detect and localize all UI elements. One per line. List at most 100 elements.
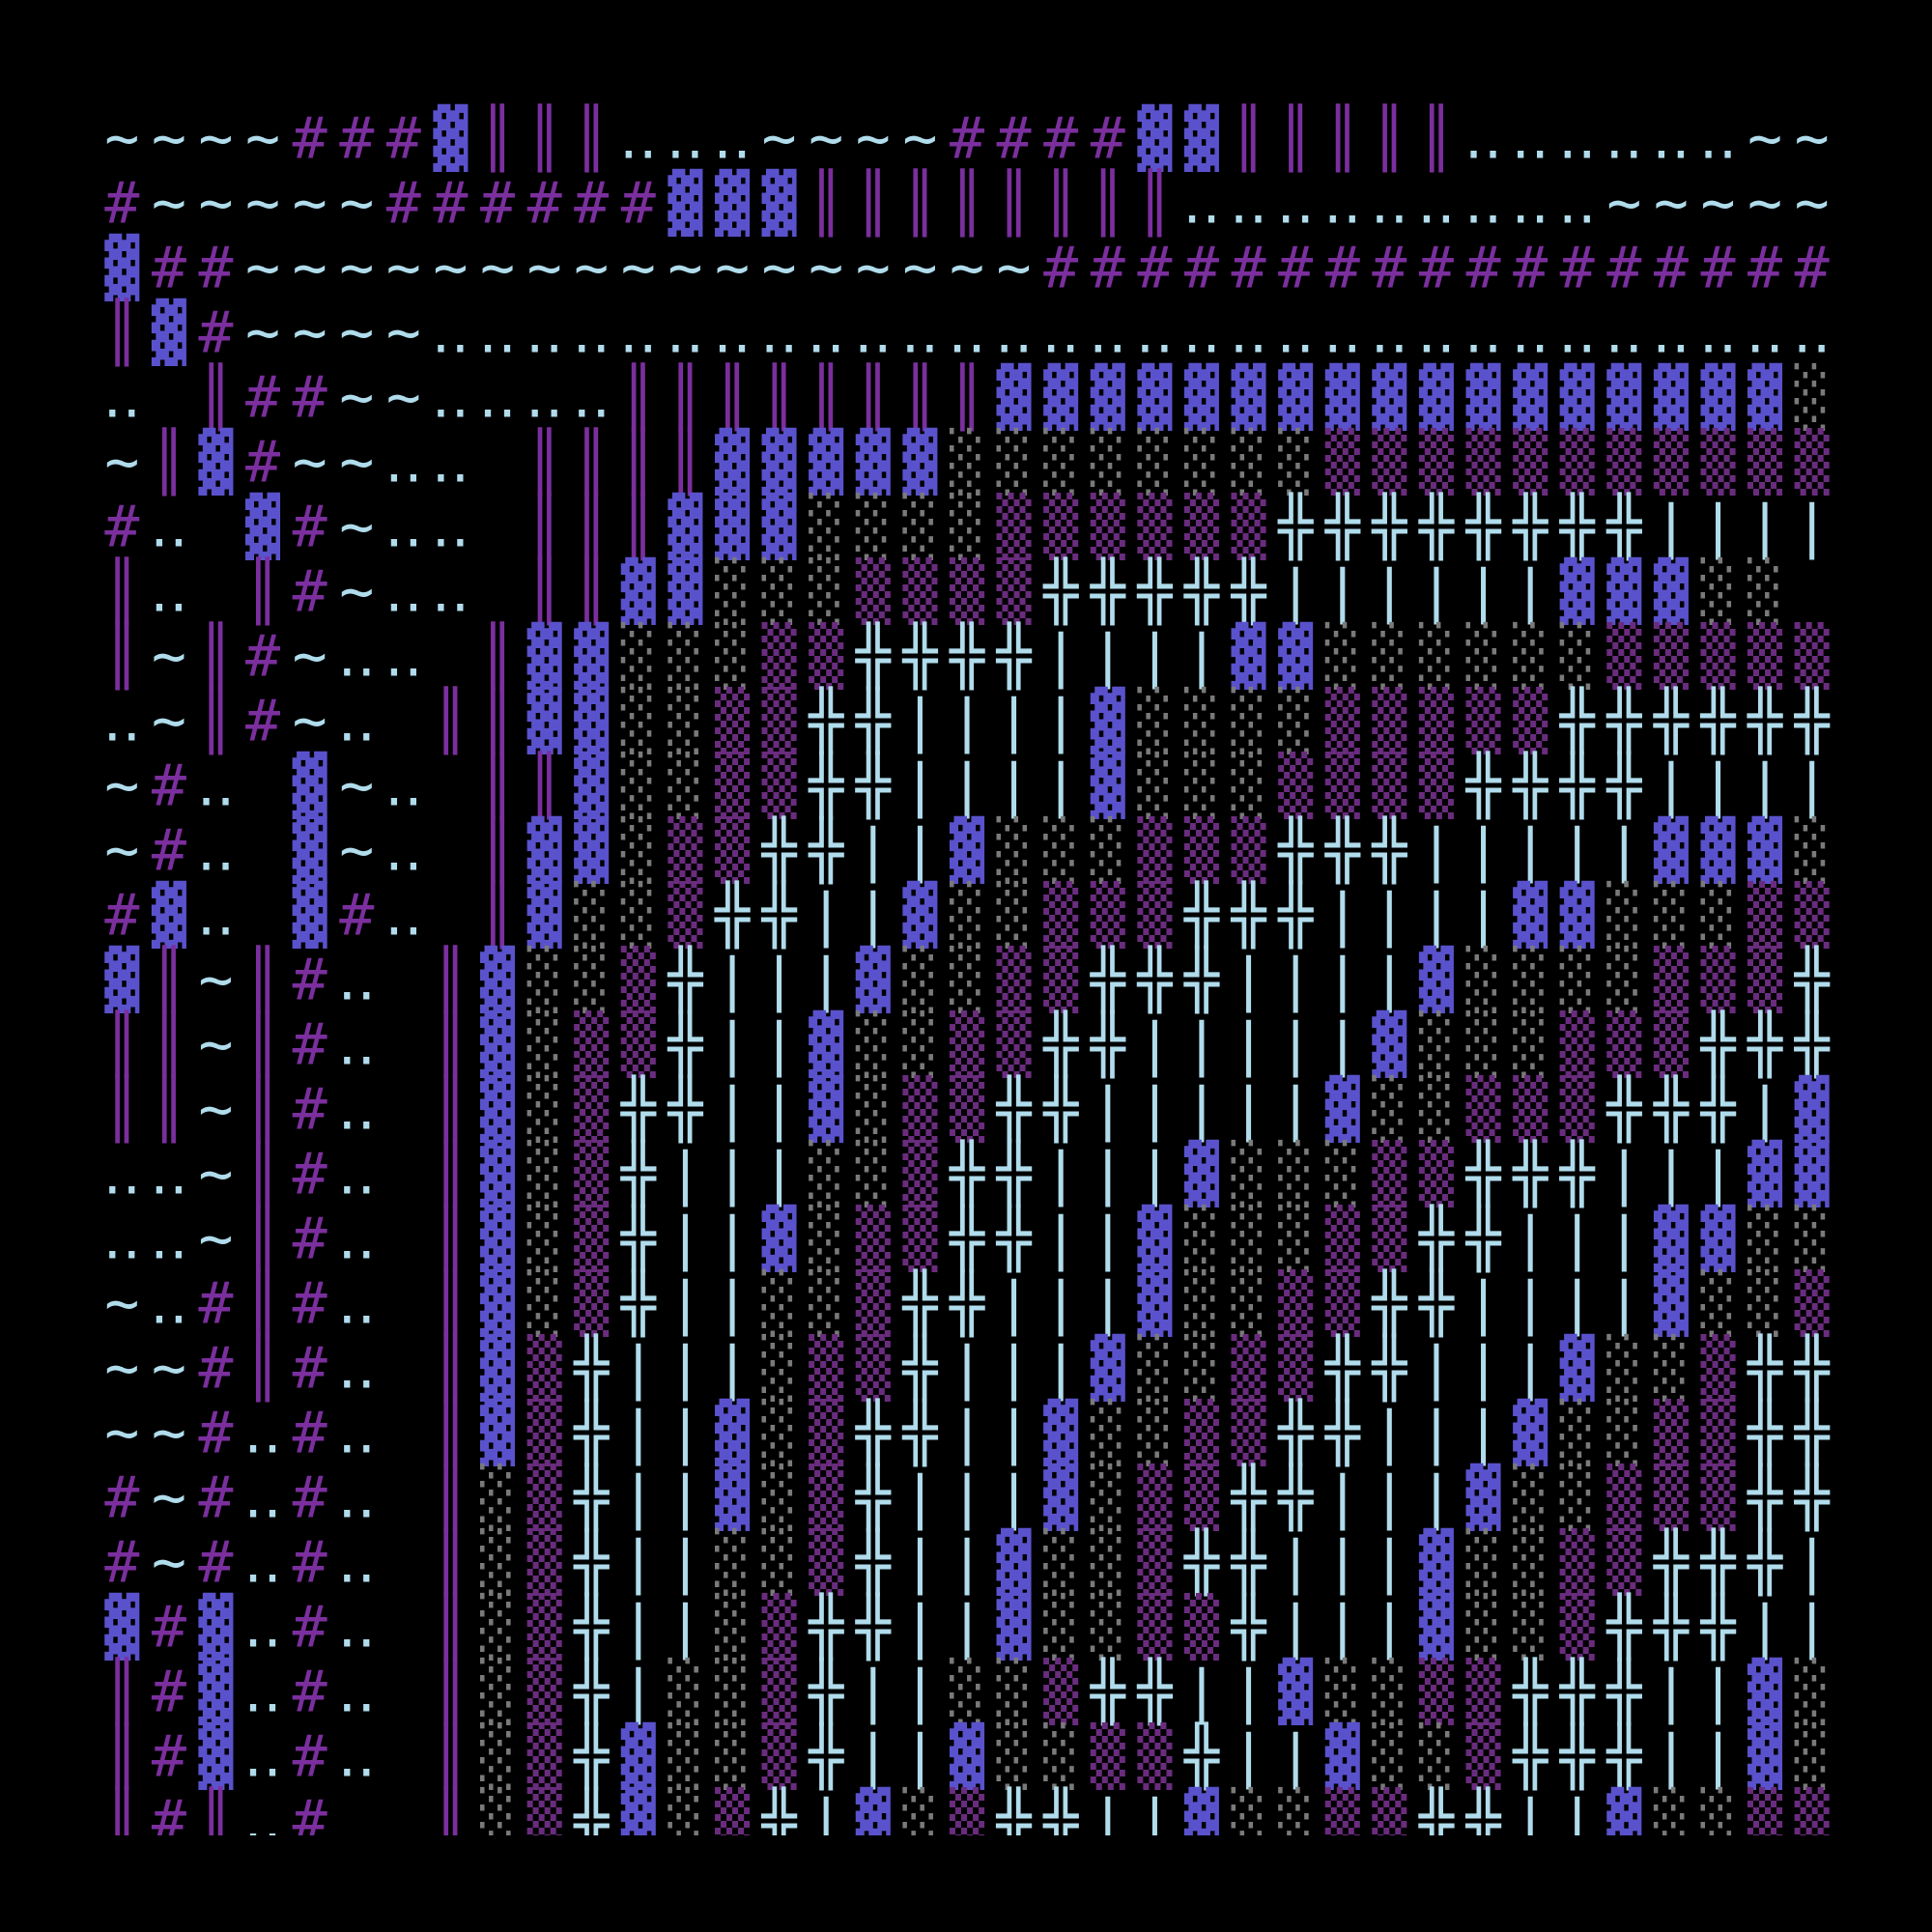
- hash: #: [293, 1270, 327, 1338]
- cross: ╬: [1747, 1463, 1783, 1533]
- cross: ╬: [1699, 1074, 1736, 1145]
- cross: ╬: [1794, 945, 1831, 1015]
- dots: ‥: [337, 688, 376, 755]
- cross: ╬: [901, 1333, 938, 1404]
- cross: ╬: [1418, 1268, 1455, 1339]
- bar: |: [621, 1400, 656, 1467]
- double-bar: ║: [433, 1009, 468, 1079]
- dots: ‥: [807, 299, 845, 367]
- block: ▓: [1560, 1334, 1596, 1403]
- block: ▓: [902, 428, 938, 497]
- cross: ╬: [1747, 686, 1783, 756]
- double-bar: ║: [104, 1074, 139, 1144]
- cross: ╬: [573, 1786, 610, 1857]
- cross: ╬: [949, 1268, 985, 1339]
- medium-shade: ▒: [997, 1010, 1033, 1079]
- light-shade: ░: [1091, 1528, 1125, 1597]
- light-shade: ░: [1465, 1593, 1500, 1662]
- dots: ‥: [337, 623, 376, 691]
- medium-shade: ▒: [1465, 687, 1501, 755]
- light-shade: ░: [1043, 1722, 1078, 1791]
- light-shade: ░: [1043, 1593, 1078, 1662]
- dots: ‥: [337, 1464, 376, 1532]
- dots: ‥: [1464, 105, 1503, 173]
- tilde: ~: [198, 1011, 233, 1079]
- block: ▓: [621, 1722, 657, 1791]
- cross: ╬: [1605, 1721, 1642, 1792]
- light-shade: ░: [1232, 1205, 1266, 1273]
- light-shade: ░: [1654, 1334, 1689, 1403]
- bar: |: [1372, 947, 1406, 1014]
- medium-shade: ▒: [762, 1593, 798, 1662]
- block: ▓: [715, 169, 751, 238]
- bar: |: [1654, 494, 1689, 561]
- light-shade: ░: [1513, 946, 1548, 1014]
- bar: |: [1747, 1076, 1782, 1144]
- medium-shade: ▒: [1747, 946, 1783, 1014]
- medium-shade: ▒: [715, 816, 751, 885]
- medium-shade: ▒: [856, 1269, 892, 1338]
- dots: ‥: [1793, 299, 1832, 367]
- medium-shade: ▒: [1465, 1658, 1501, 1726]
- bar: |: [1700, 1659, 1735, 1726]
- tilde: ~: [902, 235, 937, 302]
- tilde: ~: [527, 235, 562, 302]
- bar: |: [1091, 623, 1125, 691]
- bar: |: [997, 1335, 1032, 1403]
- tilde: ~: [152, 1529, 186, 1597]
- block: ▓: [1606, 363, 1642, 432]
- tilde: ~: [245, 299, 280, 367]
- medium-shade: ▒: [1654, 946, 1690, 1014]
- dots: ‥: [431, 494, 469, 561]
- medium-shade: ▒: [1184, 816, 1220, 885]
- cross: ╬: [1231, 1527, 1267, 1598]
- medium-shade: ▒: [668, 881, 703, 950]
- double-bar: ║: [997, 168, 1032, 238]
- light-shade: ░: [762, 557, 797, 626]
- bar: |: [1654, 1723, 1689, 1791]
- block: ▓: [997, 1593, 1033, 1662]
- light-shade: ░: [1278, 1787, 1313, 1856]
- medium-shade: ▒: [1184, 493, 1220, 561]
- cross: ╬: [1747, 1333, 1783, 1404]
- dots: ‥: [1558, 105, 1597, 173]
- light-shade: ░: [1841, 1722, 1876, 1791]
- tilde: ~: [339, 429, 374, 497]
- block: ▓: [1091, 752, 1126, 820]
- bar: |: [1325, 1529, 1360, 1597]
- double-bar: ║: [950, 362, 984, 432]
- hash: #: [245, 429, 280, 497]
- medium-shade: ▒: [950, 1787, 985, 1856]
- dots: ‥: [196, 817, 235, 885]
- dots: ‥: [384, 558, 423, 626]
- double-bar: ║: [433, 1139, 468, 1208]
- hash: #: [386, 170, 421, 238]
- bar: |: [1513, 1270, 1548, 1338]
- cross: ╬: [1794, 1398, 1831, 1468]
- light-shade: ░: [1372, 622, 1406, 691]
- dots: ‥: [1323, 299, 1362, 367]
- cross: ╬: [855, 621, 892, 692]
- block: ▓: [1278, 622, 1314, 691]
- dots: ‥: [1417, 299, 1456, 367]
- double-bar: ║: [668, 427, 702, 497]
- light-shade: ░: [902, 946, 937, 1014]
- hash: #: [245, 688, 280, 755]
- cross: ╬: [808, 815, 844, 886]
- medium-shade: ▒: [1325, 428, 1361, 497]
- hash: #: [1278, 235, 1313, 302]
- cross: ╬: [808, 686, 844, 756]
- block: ▓: [480, 1334, 516, 1403]
- dots: ‥: [337, 1335, 376, 1403]
- bar: |: [1232, 947, 1266, 1014]
- medium-shade: ▒: [1513, 428, 1548, 497]
- cross: ╬: [1794, 1333, 1831, 1404]
- dots: ‥: [337, 1529, 376, 1597]
- light-shade: ░: [1184, 687, 1219, 755]
- double-bar: ║: [433, 1074, 468, 1144]
- dots: ‥: [666, 299, 704, 367]
- double-bar: ║: [480, 686, 515, 755]
- tilde: ~: [104, 105, 139, 173]
- cross: ╬: [855, 1527, 892, 1598]
- medium-shade: ▒: [1419, 752, 1455, 820]
